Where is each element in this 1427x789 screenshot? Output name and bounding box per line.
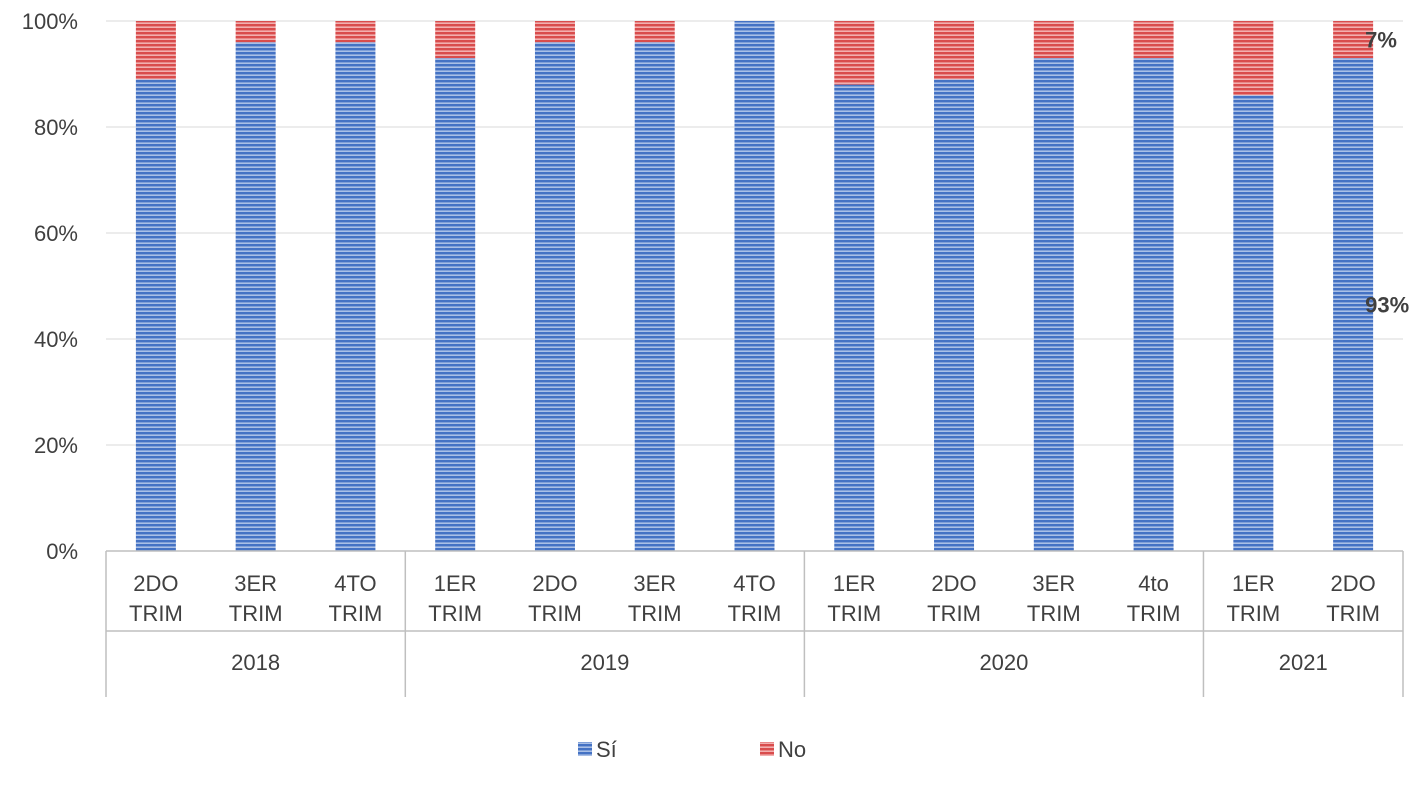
y-tick-label: 80% xyxy=(34,115,78,140)
bar-no xyxy=(1233,21,1273,95)
category-tick-label: 4to TRIM xyxy=(1127,571,1181,626)
legend: Sí No xyxy=(578,737,806,762)
bar-no xyxy=(335,21,375,42)
bar-si xyxy=(1233,95,1273,551)
group-label: 2019 xyxy=(580,650,629,675)
bar-si xyxy=(1034,58,1074,551)
bar-no xyxy=(834,21,874,85)
y-tick-label: 100% xyxy=(22,9,78,34)
bar-no xyxy=(236,21,276,42)
bar-si xyxy=(435,58,475,551)
legend-label: No xyxy=(778,737,806,762)
bar-si xyxy=(335,42,375,551)
legend-label: Sí xyxy=(596,737,617,762)
legend-item: Sí xyxy=(578,737,617,762)
group-label: 2021 xyxy=(1279,650,1328,675)
category-tick-label: 1ER TRIM xyxy=(428,571,482,626)
bar-si xyxy=(535,42,575,551)
y-tick-label: 20% xyxy=(34,433,78,458)
category-tick-label: 2DO TRIM xyxy=(129,571,183,626)
bar-si xyxy=(735,21,775,551)
y-tick-label: 0% xyxy=(46,539,78,564)
bar-no xyxy=(435,21,475,58)
bar-si xyxy=(934,79,974,551)
group-label: 2020 xyxy=(979,650,1028,675)
legend-item: No xyxy=(760,737,806,762)
category-tick-label: 2DO TRIM xyxy=(528,571,582,626)
category-tick-label: 1ER TRIM xyxy=(1226,571,1280,626)
category-tick-label: 2DO TRIM xyxy=(1326,571,1380,626)
bar-si xyxy=(1134,58,1174,551)
category-tick-label: 4TO TRIM xyxy=(329,571,383,626)
data-label: 7% xyxy=(1365,28,1397,53)
category-tick-label: 4TO TRIM xyxy=(728,571,782,626)
category-tick-label: 2DO TRIM xyxy=(927,571,981,626)
legend-swatch xyxy=(760,742,774,756)
bar-si xyxy=(635,42,675,551)
axes: 0% 20% 40% 60% 80% 100% 2DO TRIM 3ER TRIM 4TO TRIM 1… xyxy=(22,9,1403,697)
category-tick-label: 1ER TRIM xyxy=(827,571,881,626)
category-tick-label: 3ER TRIM xyxy=(229,571,283,626)
bar-si xyxy=(136,79,176,551)
category-tick-label: 3ER TRIM xyxy=(628,571,682,626)
group-label: 2018 xyxy=(231,650,280,675)
bar-si xyxy=(834,85,874,551)
bar-no xyxy=(136,21,176,79)
y-tick-label: 60% xyxy=(34,221,78,246)
legend-swatch xyxy=(578,742,592,756)
category-tick-label: 3ER TRIM xyxy=(1027,571,1081,626)
data-label: 93% xyxy=(1365,293,1409,318)
bar-no xyxy=(635,21,675,42)
bar-no xyxy=(934,21,974,79)
bar-si xyxy=(236,42,276,551)
bars xyxy=(136,21,1373,551)
bar-no xyxy=(1034,21,1074,58)
y-tick-label: 40% xyxy=(34,327,78,352)
bar-no xyxy=(535,21,575,42)
bar-no xyxy=(1134,21,1174,58)
